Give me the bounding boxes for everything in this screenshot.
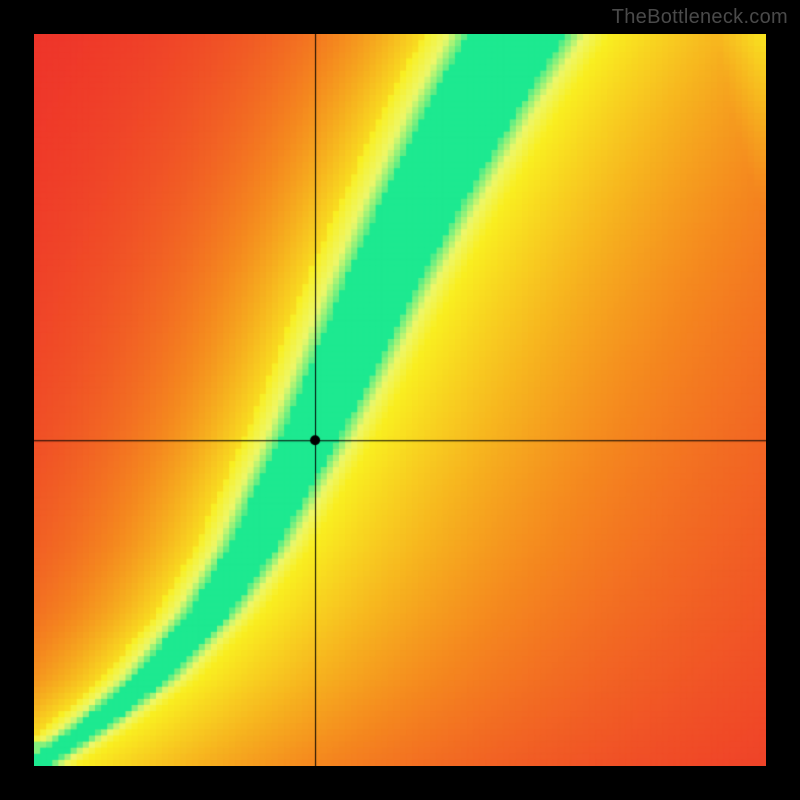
watermark-text: TheBottleneck.com — [612, 6, 788, 29]
chart-container: TheBottleneck.com — [0, 0, 800, 800]
heatmap-canvas — [34, 34, 766, 766]
